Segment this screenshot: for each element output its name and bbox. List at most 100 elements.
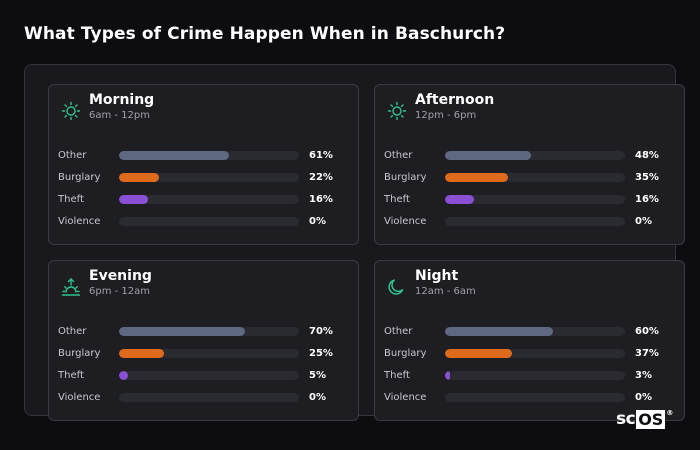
crime-label: Violence [384,215,427,227]
bar-track [445,370,625,380]
moon-icon [386,276,408,298]
crime-row-violence: Violence 0% [58,386,358,408]
crime-label: Violence [58,215,101,227]
bar-fill [445,172,508,182]
bar-track [119,326,299,336]
period-time-range: 12pm - 6pm [415,110,477,121]
logo-box-text: OS [636,410,666,429]
crime-label: Other [384,149,413,161]
bar-track [445,194,625,204]
scos-logo: sc OS ® [616,409,673,429]
crime-value: 0% [309,391,326,403]
crime-rows: Other 61% Burglary 22% Theft 16% Violenc… [58,144,358,232]
bar-track [445,150,625,160]
crime-label: Theft [384,369,410,381]
bar-fill [445,326,553,336]
period-card-night: Night 12am - 6am Other 60% Burglary 37% … [374,260,685,421]
period-title: Morning [89,92,155,108]
period-time-range: 6pm - 12am [89,286,151,297]
bar-fill [445,370,451,380]
period-title: Night [415,268,459,284]
crime-value: 25% [309,347,333,359]
crime-row-theft: Theft 5% [58,364,358,386]
crime-value: 0% [309,215,326,227]
crime-value: 48% [635,149,659,161]
crime-rows: Other 48% Burglary 35% Theft 16% Violenc… [384,144,684,232]
bar-track [119,150,299,160]
crime-value: 3% [635,369,652,381]
crime-label: Burglary [58,171,101,183]
period-title: Afternoon [415,92,495,108]
crime-row-violence: Violence 0% [58,210,358,232]
crime-row-other: Other 61% [58,144,358,166]
crime-label: Theft [384,193,410,205]
crime-row-burglary: Burglary 22% [58,166,358,188]
crime-row-burglary: Burglary 25% [58,342,358,364]
bar-track [119,216,299,226]
bar-fill [119,370,128,380]
page-title: What Types of Crime Happen When in Basch… [24,24,506,44]
logo-text: sc [616,409,636,429]
crime-value: 0% [635,391,652,403]
bar-track [119,392,299,402]
period-time-range: 6am - 12pm [89,110,151,121]
crime-rows: Other 60% Burglary 37% Theft 3% Violence… [384,320,684,408]
crime-row-theft: Theft 16% [58,188,358,210]
period-time-range: 12am - 6am [415,286,476,297]
crime-label: Other [58,325,87,337]
period-card-afternoon: Afternoon 12pm - 6pm Other 48% Burglary … [374,84,685,245]
crime-value: 16% [635,193,659,205]
bar-fill [445,348,512,358]
bar-fill [119,326,245,336]
crime-label: Theft [58,193,84,205]
crime-value: 5% [309,369,326,381]
bar-track [445,172,625,182]
bar-track [445,216,625,226]
crime-row-other: Other 70% [58,320,358,342]
bar-fill [119,348,164,358]
crime-row-burglary: Burglary 35% [384,166,684,188]
bar-track [119,370,299,380]
crime-value: 61% [309,149,333,161]
bar-track [445,392,625,402]
sunset-icon [60,276,82,298]
crime-label: Other [58,149,87,161]
crime-label: Burglary [384,171,427,183]
crime-row-burglary: Burglary 37% [384,342,684,364]
bar-track [119,172,299,182]
bar-track [445,326,625,336]
crime-label: Burglary [384,347,427,359]
crime-label: Burglary [58,347,101,359]
crime-value: 16% [309,193,333,205]
crime-value: 60% [635,325,659,337]
crime-value: 35% [635,171,659,183]
registered-mark: ® [666,409,674,417]
crime-label: Theft [58,369,84,381]
crime-row-other: Other 60% [384,320,684,342]
crime-label: Other [384,325,413,337]
bar-fill [445,194,474,204]
bar-track [119,194,299,204]
crime-rows: Other 70% Burglary 25% Theft 5% Violence… [58,320,358,408]
crime-row-other: Other 48% [384,144,684,166]
bar-fill [119,150,229,160]
bar-fill [445,150,532,160]
sun-icon [386,100,408,122]
crime-value: 0% [635,215,652,227]
bar-track [445,348,625,358]
crime-value: 22% [309,171,333,183]
crime-label: Violence [384,391,427,403]
crime-row-violence: Violence 0% [384,386,684,408]
sun-icon [60,100,82,122]
crime-label: Violence [58,391,101,403]
crime-row-theft: Theft 16% [384,188,684,210]
bar-track [119,348,299,358]
bar-fill [119,194,148,204]
period-title: Evening [89,268,152,284]
crime-row-theft: Theft 3% [384,364,684,386]
bar-fill [119,172,159,182]
crime-row-violence: Violence 0% [384,210,684,232]
period-card-morning: Morning 6am - 12pm Other 61% Burglary 22… [48,84,359,245]
crime-value: 70% [309,325,333,337]
period-card-evening: Evening 6pm - 12am Other 70% Burglary 25… [48,260,359,421]
